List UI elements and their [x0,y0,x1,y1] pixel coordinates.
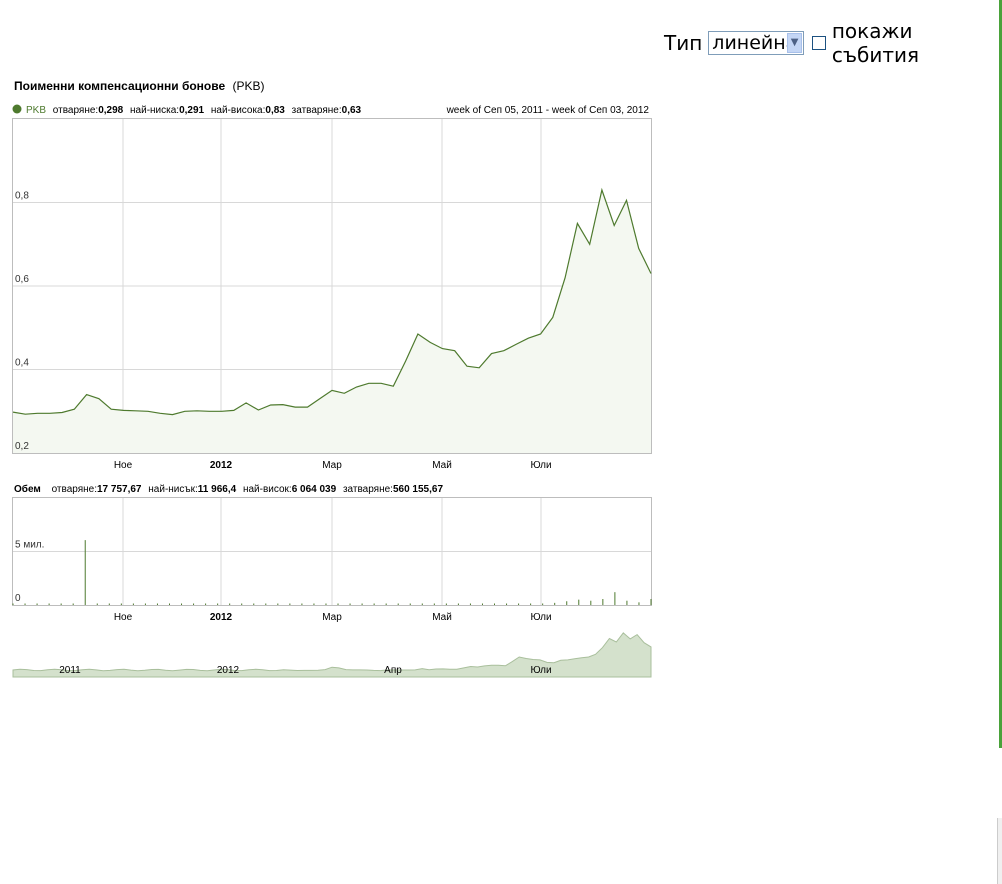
navigator-tick-label: 2011 [59,665,81,676]
y-tick-label: 0,6 [15,274,29,285]
vol-high-label: най-висок: [243,484,292,495]
legend-open-label: отваряне: [53,105,98,116]
x-tick-label: 2012 [210,460,233,471]
legend-high-value: 0,83 [265,105,285,116]
x-tick-label: 2012 [210,612,233,623]
navigator-tick-label: Апр [384,665,402,676]
y-tick-label: 5 мил. [15,540,44,551]
legend-low-label: най-ниска: [130,105,179,116]
volume-bars [12,540,652,605]
price-line [12,187,652,416]
date-range: week of Сеп 05, 2011 - week of Сеп 03, 2… [446,105,650,116]
legend-close-value: 0,63 [342,105,362,116]
volume-legend: Обем отваряне:17 757,67 най-нисък:11 966… [14,483,443,495]
vol-low-label: най-нисък: [148,484,198,495]
x-tick-label: Май [432,460,452,471]
vol-close-value: 560 155,67 [393,484,443,495]
vol-low-value: 11 966,4 [198,484,237,495]
x-tick-label: Ное [114,612,133,623]
y-tick-label: 0,2 [15,441,29,452]
vol-high-value: 6 064 039 [292,484,337,495]
vol-close-label: затваряне: [343,484,393,495]
volume-grid [13,498,651,605]
legend-high-label: най-висока: [211,105,266,116]
price-area [13,190,651,453]
legend-dot-icon [12,104,22,114]
volume-title: Обем [14,483,41,495]
chart-title: Поименни компенсационни бонове (PKB) [14,79,265,93]
y-tick-label: 0 [15,593,21,604]
price-x-ticks: Ное 2012 Мар Май Юли [114,460,552,471]
y-tick-label: 0,8 [15,191,29,202]
x-tick-label: Мар [322,612,342,623]
ohlc-legend: PKB отваряне:0,298 най-ниска:0,291 най-в… [26,105,362,116]
x-tick-label: Юли [530,612,551,623]
vol-open-value: 17 757,67 [97,484,142,495]
navigator-tick-label: 2012 [217,665,240,676]
x-tick-label: Мар [322,460,342,471]
legend-open-value: 0,298 [98,105,123,116]
right-scroll-stub [997,818,1002,884]
vol-open-label: отваряне: [52,484,97,495]
navigator-area [12,632,652,678]
chart-controls: Тип линейна ▼ покажи събития [664,19,1002,67]
type-label: Тип [664,31,703,55]
y-tick-label: 0,4 [15,358,29,369]
price-y-ticks: 0,2 0,4 0,6 0,8 [15,191,29,453]
chart-title-name: Поименни компенсационни бонове [14,79,225,93]
legend-series: PKB [26,105,46,116]
x-tick-label: Ное [114,460,133,471]
x-tick-label: Юли [530,460,551,471]
volume-y-ticks: 0 5 мил. [15,540,44,605]
legend-low-value: 0,291 [179,105,204,116]
volume-x-ticks: Ное 2012 Мар Май Юли [114,612,552,623]
navigator-tick-label: Юли [530,665,551,676]
show-events-label[interactable]: покажи събития [831,19,919,67]
chart-title-symbol: (PKB) [233,79,265,93]
x-tick-label: Май [432,612,452,623]
legend-close-label: затваряне: [292,105,342,116]
chart-type-value: линейна [712,32,798,54]
chart-type-select[interactable]: линейна ▼ [708,31,805,55]
right-edge-bar [999,0,1002,748]
navigator[interactable]: 2011 2012 Апр Юли [12,627,652,678]
show-events-checkbox[interactable] [812,36,826,50]
chevron-down-icon[interactable]: ▼ [787,33,803,53]
